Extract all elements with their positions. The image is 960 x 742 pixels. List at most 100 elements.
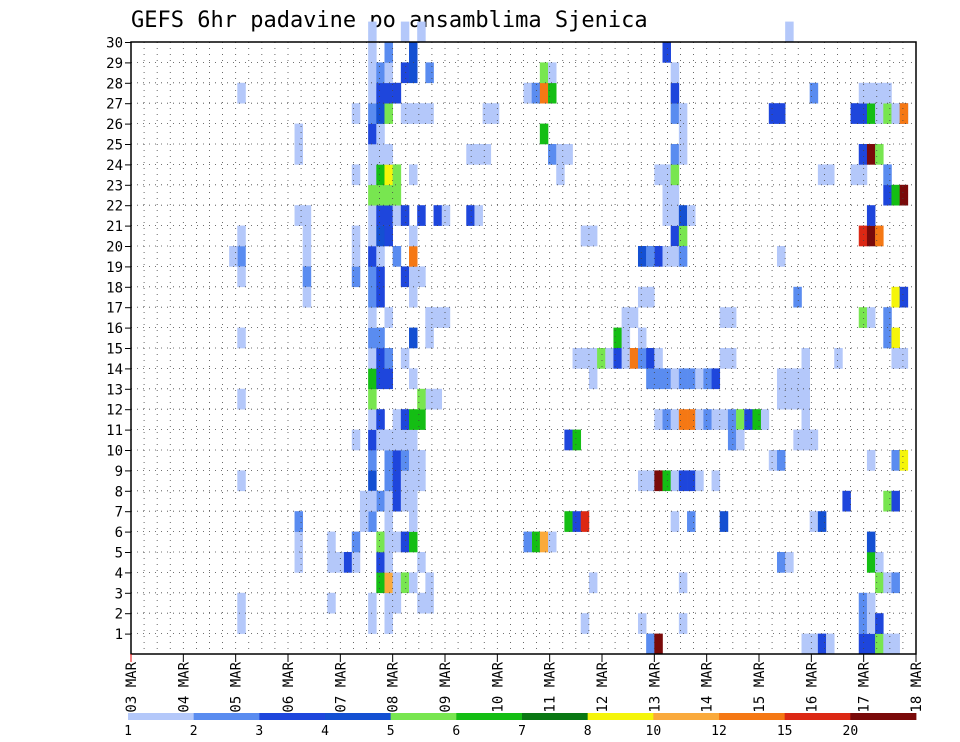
heatmap-cell xyxy=(441,307,451,328)
heatmap-cell xyxy=(384,531,393,553)
heatmap-cell xyxy=(368,123,377,145)
heatmap-cell xyxy=(376,62,385,84)
heatmap-cell xyxy=(670,470,680,492)
heatmap-cell xyxy=(817,633,827,655)
heatmap-cell xyxy=(417,388,426,410)
heatmap-cell xyxy=(842,490,851,512)
heatmap-cell xyxy=(351,225,361,247)
heatmap-cell xyxy=(302,205,312,226)
y-tick-label: 4 xyxy=(115,566,123,582)
y-tick-label: 22 xyxy=(106,199,123,215)
legend-swatch xyxy=(719,713,786,720)
heatmap-cell xyxy=(400,490,410,512)
heatmap-cell xyxy=(294,144,304,165)
heatmap-cell xyxy=(409,429,418,451)
heatmap-cell xyxy=(695,470,704,492)
heatmap-cell xyxy=(670,409,680,430)
heatmap-cell xyxy=(866,103,876,124)
heatmap-cell xyxy=(409,103,418,124)
heatmap-cell xyxy=(793,388,802,410)
heatmap-cell xyxy=(670,205,680,226)
heatmap-cell xyxy=(670,246,680,267)
heatmap-cell xyxy=(711,368,721,390)
heatmap-cell xyxy=(548,531,557,553)
legend-swatch xyxy=(325,713,392,720)
heatmap-cell xyxy=(368,205,377,226)
heatmap-cell xyxy=(866,307,876,328)
heatmap-cell xyxy=(883,327,892,349)
heatmap-cell xyxy=(703,368,712,390)
heatmap-cell xyxy=(417,409,426,430)
legend-swatch xyxy=(522,713,589,720)
heatmap-cell xyxy=(376,164,385,186)
legend-swatch xyxy=(784,713,851,720)
heatmap-cell xyxy=(891,633,900,655)
legend-label: 7 xyxy=(518,724,526,739)
heatmap-cell xyxy=(237,592,246,614)
heatmap-cell xyxy=(883,82,892,104)
heatmap-cell xyxy=(409,450,418,471)
heatmap-cell xyxy=(588,368,598,390)
y-tick-label: 29 xyxy=(106,56,123,72)
heatmap-cell xyxy=(695,368,704,390)
heatmap-cell xyxy=(392,592,402,614)
heatmap-cell xyxy=(776,388,786,410)
heatmap-cell xyxy=(883,184,892,206)
heatmap-cell xyxy=(392,429,402,451)
heatmap-cell xyxy=(237,388,246,410)
heatmap-cell xyxy=(637,286,647,308)
heatmap-cell xyxy=(646,348,655,369)
heatmap-cell xyxy=(417,592,426,614)
chart-title: GEFS 6hr padavine po ansamblima Sjenica xyxy=(131,8,648,33)
heatmap-cell xyxy=(858,82,868,104)
y-tick-label: 10 xyxy=(106,444,123,460)
legend-label: 6 xyxy=(452,724,460,739)
legend-label: 1 xyxy=(124,724,132,739)
heatmap-cell xyxy=(474,144,483,165)
heatmap-cell xyxy=(368,409,377,430)
y-tick-label: 23 xyxy=(106,178,123,194)
heatmap-cell xyxy=(417,21,426,43)
heatmap-cell xyxy=(875,82,884,104)
heatmap-cell xyxy=(400,409,410,430)
legend-swatch xyxy=(850,713,917,720)
y-tick-label: 12 xyxy=(106,403,123,419)
heatmap-cell xyxy=(539,123,549,145)
heatmap-cell xyxy=(539,62,549,84)
heatmap-cell xyxy=(376,572,385,594)
y-tick-label: 26 xyxy=(106,117,123,133)
heatmap-cells xyxy=(229,21,909,655)
y-tick-label: 11 xyxy=(106,423,123,439)
heatmap-cell xyxy=(400,103,410,124)
heatmap-cell xyxy=(237,613,246,634)
heatmap-cell xyxy=(785,21,794,43)
heatmap-cell xyxy=(809,511,819,532)
heatmap-cell xyxy=(572,511,582,532)
heatmap-cell xyxy=(392,409,402,430)
heatmap-cell xyxy=(392,572,402,594)
heatmap-cell xyxy=(294,531,304,553)
heatmap-cell xyxy=(384,368,393,390)
heatmap-cell xyxy=(646,368,655,390)
x-tick-label: 10 MAR xyxy=(490,661,506,712)
heatmap-cell xyxy=(368,266,377,288)
heatmap-cell xyxy=(899,286,909,308)
heatmap-cell xyxy=(384,42,393,63)
heatmap-cell xyxy=(654,246,663,267)
heatmap-cell xyxy=(899,184,909,206)
heatmap-cell xyxy=(523,531,532,553)
heatmap-cell xyxy=(768,103,778,124)
y-tick-label: 28 xyxy=(106,76,123,92)
heatmap-cell xyxy=(760,409,770,430)
heatmap-cell xyxy=(654,348,663,369)
heatmap-cell xyxy=(368,246,377,267)
y-tick-label: 13 xyxy=(106,382,123,398)
heatmap-cell xyxy=(400,429,410,451)
y-tick-label: 2 xyxy=(115,607,123,623)
heatmap-cell xyxy=(736,429,745,451)
heatmap-cell xyxy=(368,286,377,308)
heatmap-cell xyxy=(727,409,737,430)
heatmap-cell xyxy=(883,164,892,186)
heatmap-cell xyxy=(678,144,688,165)
heatmap-cell xyxy=(237,327,246,349)
